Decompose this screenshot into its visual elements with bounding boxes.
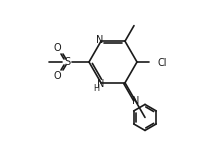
Text: S: S — [64, 57, 70, 67]
Text: N: N — [132, 96, 140, 106]
Text: O: O — [53, 43, 61, 53]
Text: N: N — [97, 79, 105, 89]
Text: O: O — [53, 71, 61, 81]
Text: H: H — [93, 84, 99, 93]
Text: Cl: Cl — [157, 58, 166, 68]
Text: N: N — [96, 35, 104, 45]
